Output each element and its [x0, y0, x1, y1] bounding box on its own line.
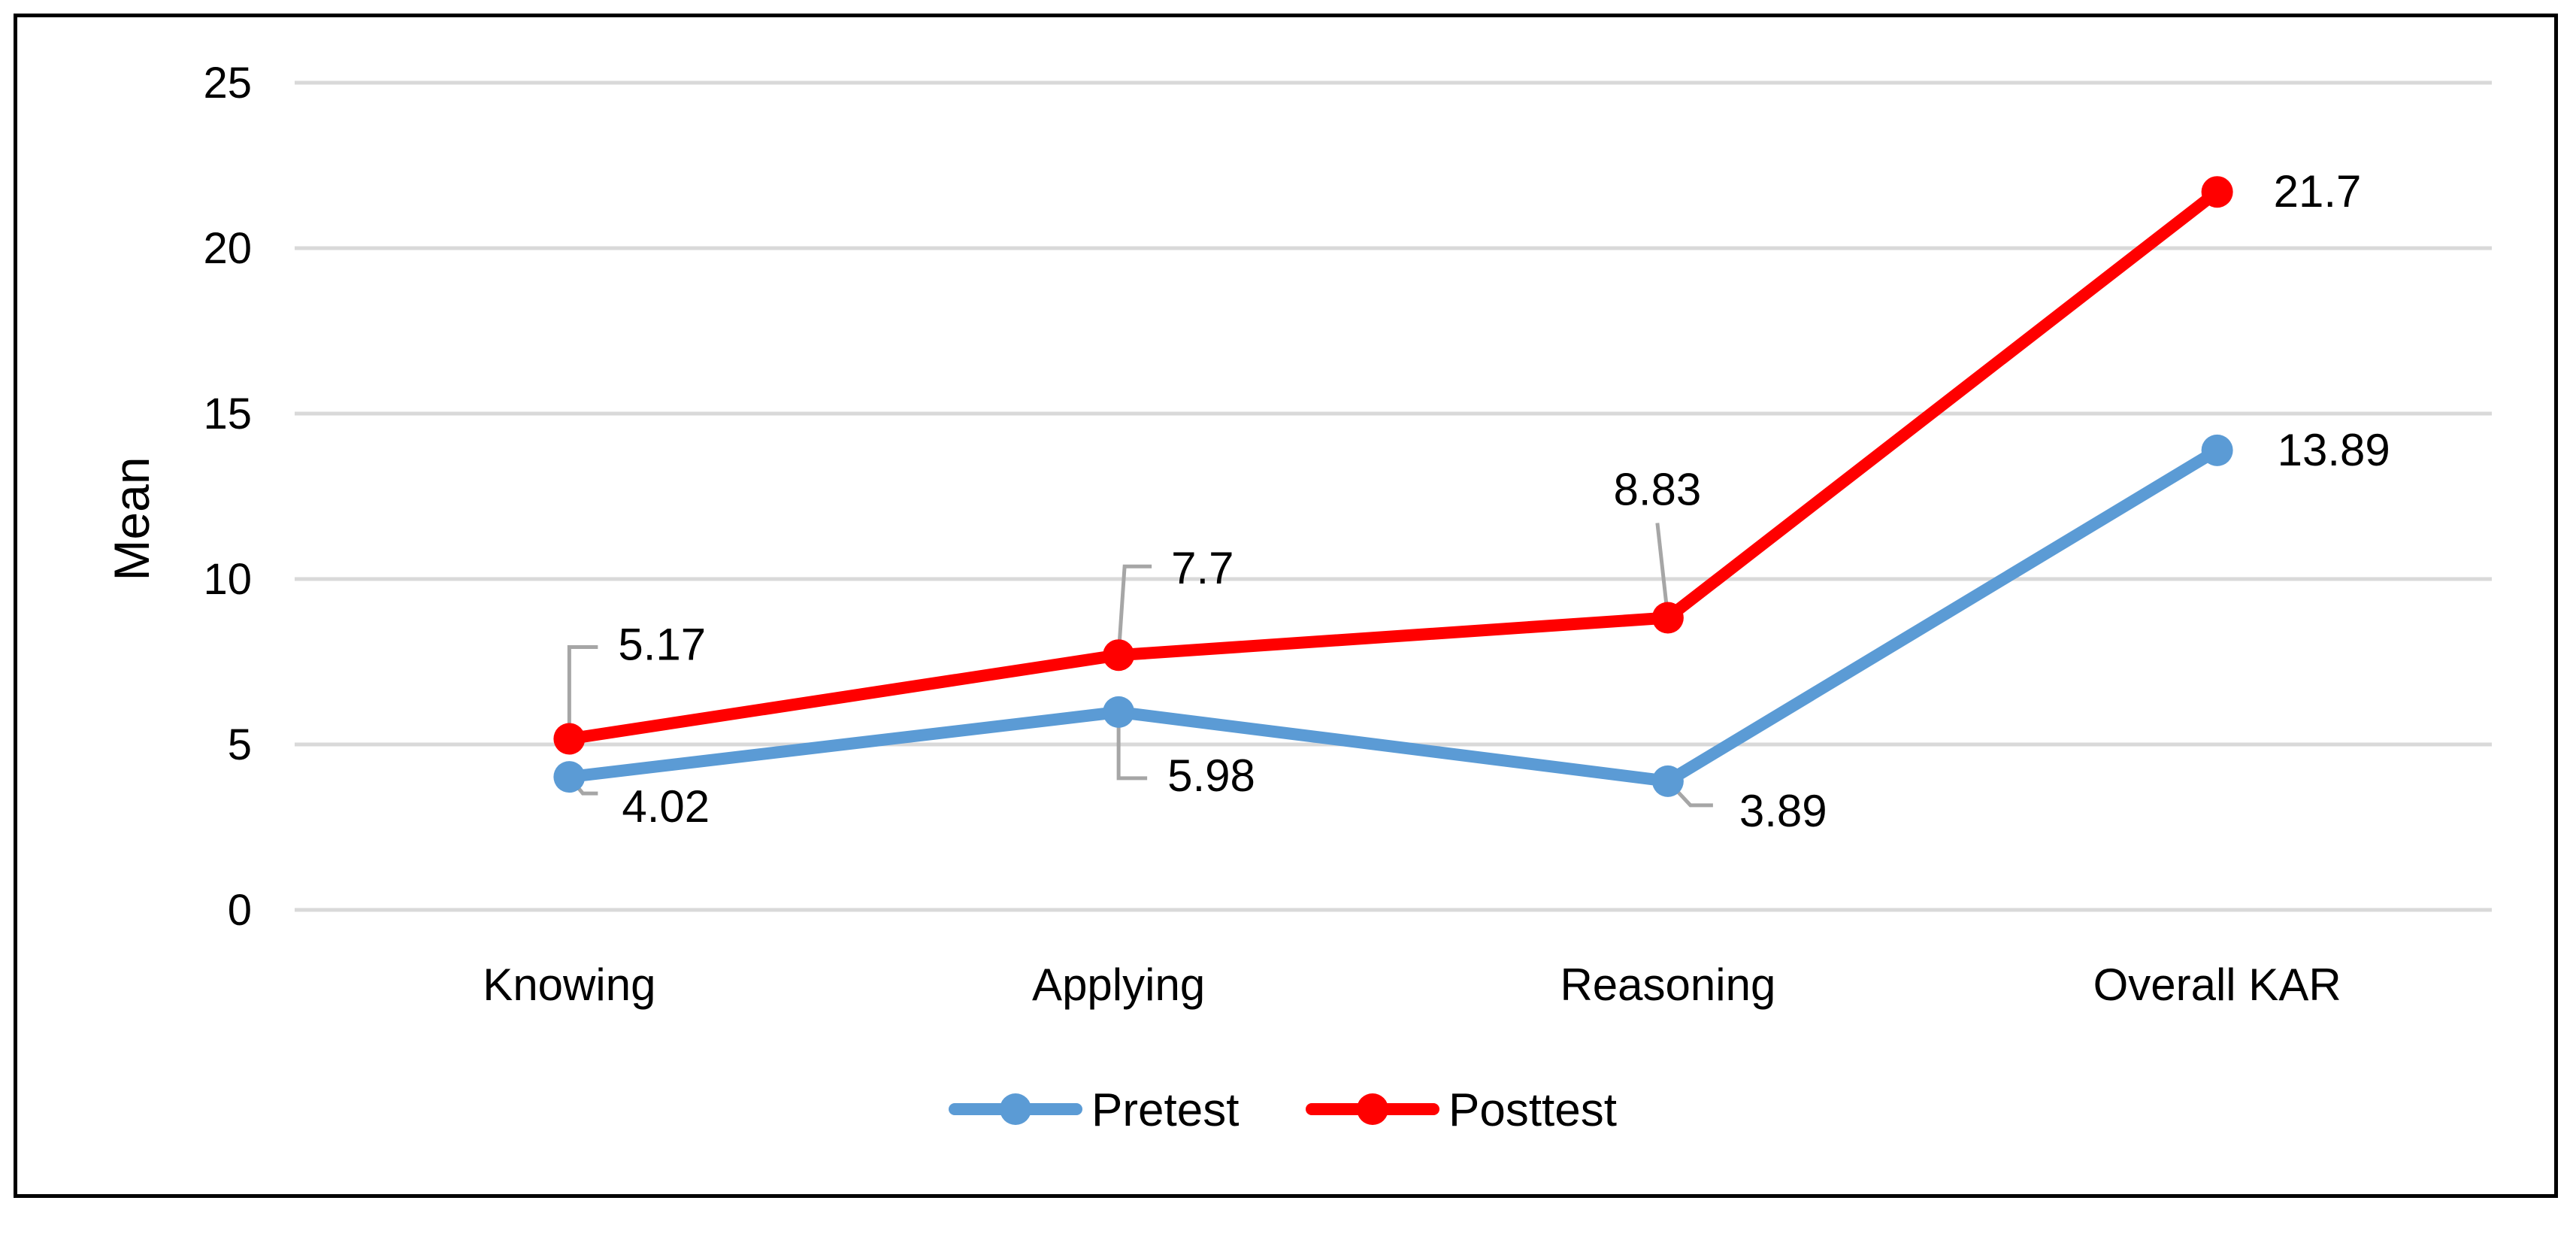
x-category-label: Overall KAR [2093, 960, 2341, 1010]
legend-label: Pretest [1091, 1084, 1239, 1136]
x-category-label: Applying [1032, 960, 1205, 1010]
data-point [553, 723, 586, 755]
y-tick-label: 5 [228, 720, 252, 769]
leader-line [1655, 523, 1670, 618]
data-point [1651, 602, 1684, 634]
data-labels: 4.02 5.98 3.89 13.89 5.17 7.7 8.83 21.7 [618, 166, 2390, 836]
data-label: 8.83 [1613, 464, 1701, 514]
data-point [553, 761, 586, 793]
legend-label: Posttest [1448, 1084, 1617, 1136]
y-tick-label: 25 [203, 59, 252, 108]
series-line [563, 444, 2223, 787]
y-tick-label: 20 [203, 224, 252, 273]
leader-line [1116, 711, 1148, 781]
data-label: 21.7 [2274, 166, 2362, 217]
data-label: 7.7 [1171, 543, 1234, 593]
data-label: 4.02 [622, 781, 710, 832]
chart-frame [14, 14, 2558, 1198]
data-point [2201, 176, 2233, 208]
legend: Pretest Posttest [949, 1084, 1617, 1136]
x-category-label: Reasoning [1560, 960, 1775, 1010]
series-posttest [553, 176, 2233, 755]
legend-item-posttest: Posttest [1306, 1084, 1617, 1136]
gridlines [295, 80, 2492, 912]
legend-item-pretest: Pretest [949, 1084, 1239, 1136]
series-line [563, 186, 2223, 745]
series-layer [553, 176, 2233, 797]
data-point [2201, 434, 2233, 466]
data-point [1651, 765, 1684, 797]
y-axis-ticks: 0 5 10 15 20 25 [203, 59, 252, 935]
y-tick-label: 0 [228, 886, 252, 935]
data-label: 13.89 [2278, 425, 2390, 475]
data-point [1103, 696, 1135, 728]
x-category-label: Knowing [483, 960, 655, 1010]
data-label: 5.98 [1167, 750, 1255, 801]
leader-line [1116, 564, 1152, 656]
leader-line [567, 645, 598, 739]
y-tick-label: 10 [203, 555, 252, 604]
legend-swatch-marker [1357, 1093, 1388, 1125]
x-axis-categories: Knowing Applying Reasoning Overall KAR [483, 960, 2341, 1010]
series-pretest [553, 434, 2233, 797]
data-label: 5.17 [618, 620, 706, 670]
legend-swatch-marker [1000, 1093, 1031, 1125]
data-point [1103, 639, 1135, 672]
data-label: 3.89 [1739, 786, 1827, 836]
y-axis-title: Mean [104, 456, 159, 581]
y-tick-label: 15 [203, 390, 252, 438]
